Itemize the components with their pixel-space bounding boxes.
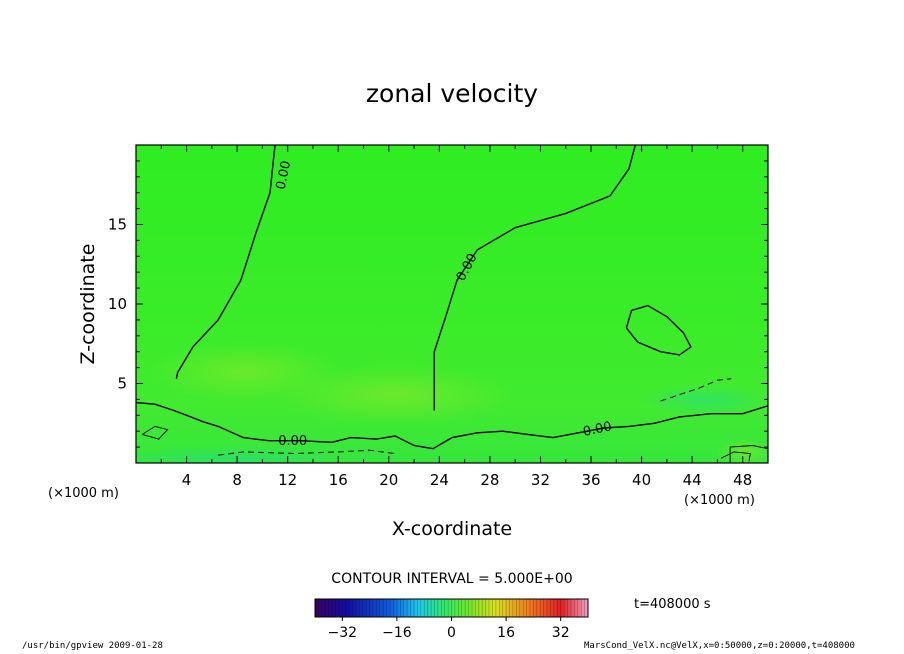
y-tick-label: 5 — [117, 375, 127, 393]
colorbar-tick-label: 32 — [552, 625, 570, 641]
y-tick-label: 10 — [108, 295, 127, 313]
chart-title: zonal velocity — [366, 79, 538, 108]
x-unit-label-right: (×1000 m) — [684, 493, 755, 508]
zero-contour-line — [433, 145, 636, 411]
x-tick-label: 16 — [329, 471, 348, 489]
time-label: t=408000 s — [634, 597, 711, 612]
negative-contour-line — [660, 378, 732, 402]
colorbar-ramp — [315, 599, 588, 617]
x-tick-label: 20 — [379, 471, 398, 489]
field-shade — [275, 365, 515, 425]
x-tick-label: 36 — [581, 471, 600, 489]
x-tick-label: 32 — [531, 471, 550, 489]
colorbar: −32 −16 0 16 32 — [314, 598, 589, 641]
zero-contour-line — [175, 145, 276, 379]
plot-area: 0.000.000.000.00 4 8 12 16 20 24 28 32 36 40 44 485… — [108, 144, 769, 489]
x-tick-label: 24 — [430, 471, 449, 489]
footer-left: /usr/bin/gpview 2009-01-28 — [22, 641, 163, 651]
x-tick-label: 44 — [683, 471, 702, 489]
x-tick-label: 48 — [733, 471, 752, 489]
colorbar-tick-label: 0 — [447, 625, 456, 641]
x-axis-label: X-coordinate — [392, 518, 512, 540]
field-shade — [715, 438, 768, 463]
colorbar-tick-label: −16 — [382, 625, 412, 641]
colorbar-tick-label: −32 — [328, 625, 358, 641]
contour-label: 0.00 — [278, 434, 307, 449]
zero-contour-line — [136, 401, 768, 450]
field-shade — [136, 446, 350, 463]
x-tick-label: 28 — [480, 471, 499, 489]
positive-contour-line — [721, 451, 751, 462]
colorbar-tick-label: 16 — [497, 625, 515, 641]
x-tick-label: 8 — [232, 471, 242, 489]
x-unit-label-left: (×1000 m) — [48, 486, 119, 501]
x-tick-label: 40 — [632, 471, 651, 489]
footer-right: MarsCond_VelX.nc@VelX,x=0:50000,z=0:2000… — [584, 641, 855, 651]
zero-contour-line — [625, 304, 692, 356]
x-tick-label: 4 — [182, 471, 192, 489]
contour-label: 0.00 — [582, 419, 613, 440]
field-shade — [640, 384, 768, 416]
negative-contour-line — [218, 449, 396, 456]
y-axis-label: Z-coordinate — [77, 244, 99, 365]
x-tick-label: 12 — [278, 471, 297, 489]
y-tick-label: 15 — [108, 216, 127, 234]
contour-interval-label: CONTOUR INTERVAL = 5.000E+00 — [331, 571, 572, 587]
contour-label: 0.00 — [274, 159, 295, 190]
positive-contour-line — [729, 445, 768, 463]
positive-contour-line — [142, 425, 169, 440]
